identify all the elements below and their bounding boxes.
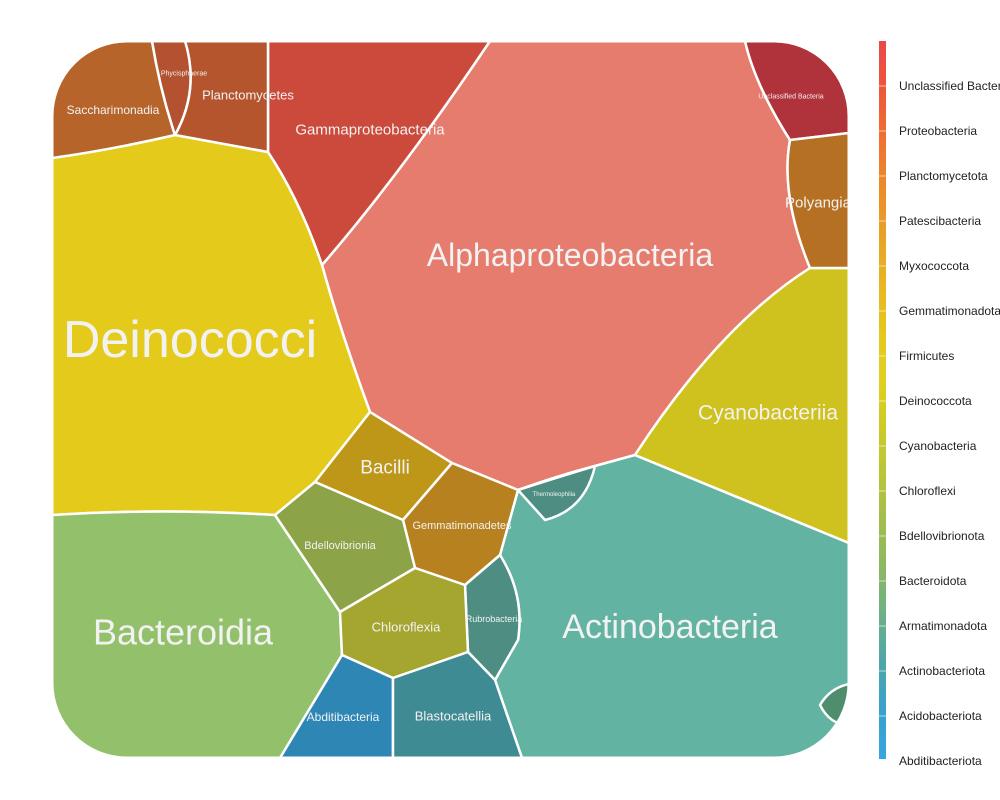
legend-label-abditibacteriota: Abditibacteriota — [899, 754, 982, 768]
label-thermoleophilia: Thermoleophilia — [533, 492, 576, 498]
label-blastocatellia: Blastocatellia — [415, 709, 492, 724]
legend-label-proteobacteria: Proteobacteria — [899, 124, 977, 138]
legend-label-chloroflexi: Chloroflexi — [899, 484, 956, 498]
legend-label-planctomycetota: Planctomycetota — [899, 169, 988, 183]
label-gammaproteobacteria: Gammaproteobacteria — [295, 122, 445, 139]
cell-blastocatellia — [391, 650, 524, 758]
label-alphaproteobacteria: Alphaproteobacteria — [427, 237, 714, 273]
label-gemmatimonadetes: Gemmatimonadetes — [412, 520, 512, 532]
label-bacilli: Bacilli — [360, 458, 410, 479]
legend-label-bacteroidota: Bacteroidota — [899, 574, 967, 588]
legend-label-gemmatimonadota: Gemmatimonadota — [899, 304, 1000, 318]
legend-color-bar — [879, 41, 886, 759]
cell-phycisphaerae — [150, 41, 192, 137]
label-bacteroidia: Bacteroidia — [93, 612, 274, 653]
label-phycisphaerae: Phycisphaerae — [161, 71, 207, 78]
legend-label-firmicutes: Firmicutes — [899, 349, 954, 363]
cell-bdellovibrionia — [273, 480, 417, 614]
legend: Unclassified Bacteria Proteobacteria Planc… — [879, 41, 1000, 768]
legend-label-unclassified-bacteria: Unclassified Bacteria — [899, 79, 1000, 93]
cell-polyangia — [786, 131, 849, 270]
label-cyanobacteriia: Cyanobacteriia — [698, 402, 838, 425]
label-rubrobacteria: Rubrobacteria — [466, 614, 523, 624]
legend-label-patescibacteria: Patescibacteria — [899, 214, 981, 228]
label-chloroflexia: Chloroflexia — [372, 620, 441, 635]
label-polyangia: Polyangia — [785, 195, 852, 212]
label-unclassified-bacteria: Unclassified Bacteria — [758, 94, 823, 101]
treemap-cells — [52, 41, 849, 758]
label-actinobacteria: Actinobacteria — [562, 608, 778, 646]
treemap-labels: Alphaproteobacteria Deinococci Bacteroidia… — [63, 71, 852, 725]
label-abditibacteria: Abditibacteria — [307, 710, 380, 724]
legend-label-actinobacteriota: Actinobacteriota — [899, 664, 985, 678]
legend-label-deinococcota: Deinococcota — [899, 394, 972, 408]
label-planctomycetes: Planctomycetes — [202, 88, 294, 103]
treemap-outline — [50, 39, 851, 760]
cell-gammaproteobacteria — [266, 41, 492, 267]
label-saccharimonadia: Saccharimonadia — [67, 103, 160, 117]
cell-cyanobacteriia — [633, 266, 849, 545]
legend-label-myxococcota: Myxococcota — [899, 259, 969, 273]
cell-abditibacteria — [278, 653, 395, 758]
legend-label-bdellovibrionota: Bdellovibrionota — [899, 529, 985, 543]
label-deinococci: Deinococci — [63, 311, 317, 369]
legend-label-cyanobacteria: Cyanobacteria — [899, 439, 977, 453]
legend-label-armatimonadota: Armatimonadota — [899, 619, 987, 633]
legend-label-acidobacteriota: Acidobacteriota — [899, 709, 982, 723]
label-bdellovibrionia: Bdellovibrionia — [304, 540, 376, 552]
cell-thermoleophilia — [516, 464, 597, 522]
